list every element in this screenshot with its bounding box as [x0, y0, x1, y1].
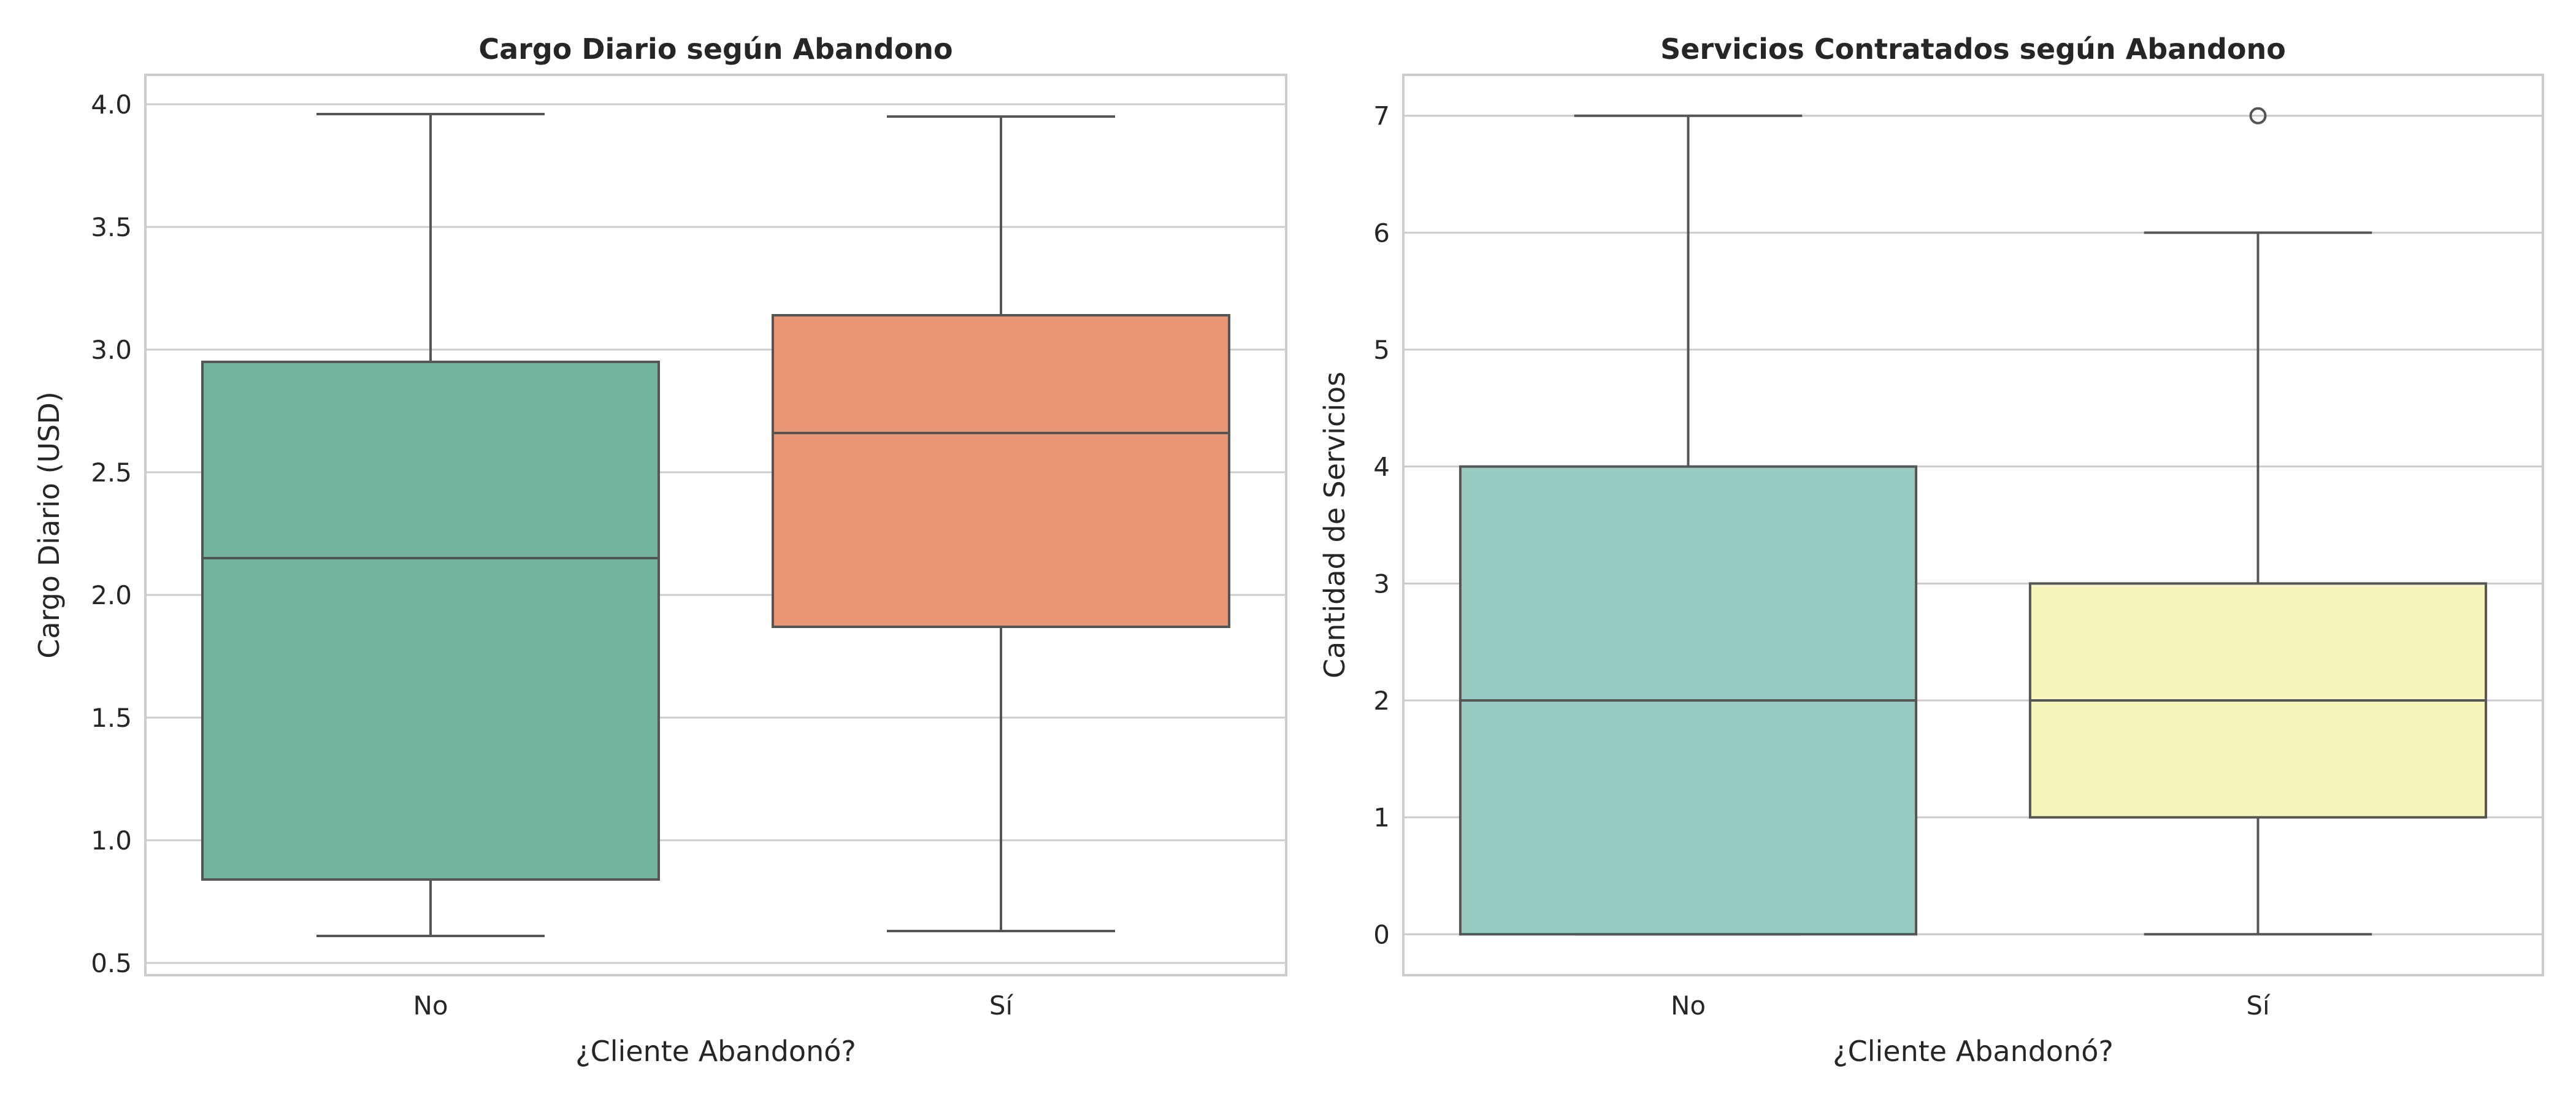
- y-tick-label: 4: [1373, 452, 1390, 482]
- y-tick-label: 5: [1373, 335, 1390, 365]
- box-plots: [1459, 107, 2488, 936]
- y-tick-labels: 0.5 1.0 1.5 2.0 2.5 3.0 3.5 4.0: [91, 90, 132, 978]
- iqr-box: [772, 314, 1230, 628]
- y-axis-label: Cantidad de Servicios: [1318, 372, 1351, 678]
- y-tick-label: 2.0: [91, 580, 132, 610]
- x-axis-label: ¿Cliente Abandonó?: [575, 1035, 856, 1068]
- y-tick-label: 1: [1373, 803, 1390, 833]
- outlier-point: [2249, 107, 2267, 125]
- y-tick-label: 1.5: [91, 703, 132, 733]
- y-tick-label: 4.0: [91, 90, 132, 120]
- plot-frame: [1402, 74, 2544, 976]
- y-tick-labels: 0 1 2 3 4 5 6 7: [1373, 101, 1390, 950]
- box-plots: [201, 113, 1230, 937]
- y-tick-label: 7: [1373, 101, 1390, 131]
- chart-cargo-diario: 0.5 1.0 1.5 2.0 2.5 3.0 3.5 4.0 No Sí Cargo Diar…: [33, 33, 1287, 1068]
- x-tick-label: Sí: [989, 991, 1014, 1021]
- chart-servicios-contratados: 0 1 2 3 4 5 6 7 No Sí Servicios Contratados segú…: [1318, 33, 2544, 1068]
- x-tick-labels: No Sí: [1671, 991, 2271, 1021]
- y-tick-label: 3.5: [91, 212, 132, 242]
- y-tick-label: 0: [1373, 919, 1390, 949]
- box-2: [2028, 107, 2488, 936]
- y-tick-label: 2: [1373, 686, 1390, 716]
- x-axis-label: ¿Cliente Abandonó?: [1833, 1035, 2114, 1068]
- chart-title: Cargo Diario según Abandono: [478, 33, 953, 66]
- x-tick-label: No: [1671, 991, 1706, 1021]
- y-tick-label: 1.0: [91, 826, 132, 856]
- iqr-box: [201, 361, 660, 881]
- x-tick-labels: No Sí: [413, 991, 1013, 1021]
- y-tick-label: 2.5: [91, 458, 132, 488]
- box-1: [1459, 114, 1918, 936]
- y-tick-label: 3: [1373, 569, 1390, 599]
- y-tick-label: 6: [1373, 218, 1390, 248]
- y-axis-label: Cargo Diario (USD): [33, 391, 66, 658]
- y-tick-label: 3.0: [91, 335, 132, 365]
- box-1: [201, 113, 660, 937]
- box-2: [772, 115, 1230, 932]
- y-tick-label: 0.5: [91, 948, 132, 978]
- plot-frame: [144, 74, 1287, 976]
- x-tick-label: No: [413, 991, 448, 1021]
- chart-title: Servicios Contratados según Abandono: [1660, 33, 2286, 66]
- x-tick-label: Sí: [2246, 991, 2271, 1021]
